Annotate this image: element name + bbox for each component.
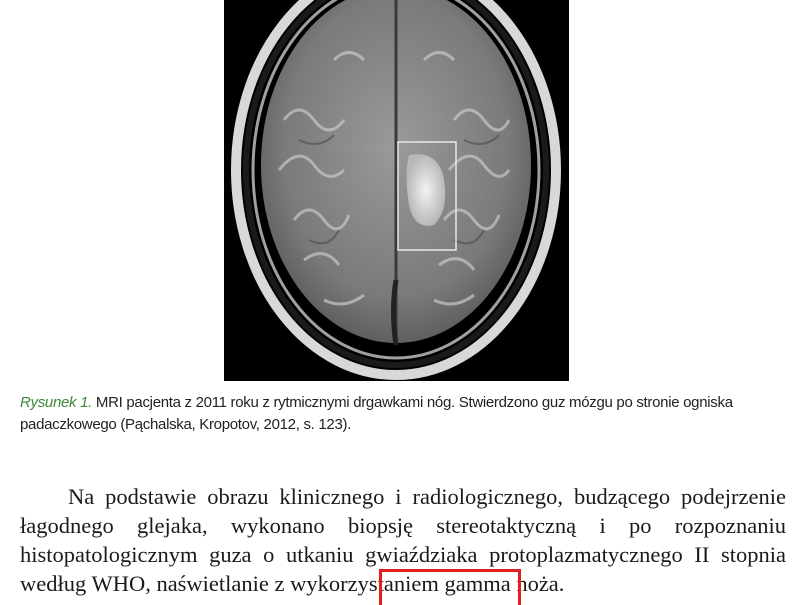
body-paragraph: Na podstawie obrazu klinicznego i radiol… (20, 482, 786, 598)
mri-figure (224, 0, 569, 381)
caption-label: Rysunek 1. (20, 394, 93, 411)
lesion-marker-box (397, 141, 457, 251)
figure-caption: Rysunek 1. MRI pacjenta z 2011 roku z ry… (20, 392, 780, 436)
brain-mri-image (224, 0, 569, 381)
highlighted-text: gamma noża. (444, 571, 565, 596)
caption-text: MRI pacjenta z 2011 roku z rytmicznymi d… (20, 394, 733, 433)
paragraph-text: Na podstawie obrazu klinicznego i radiol… (20, 484, 786, 596)
